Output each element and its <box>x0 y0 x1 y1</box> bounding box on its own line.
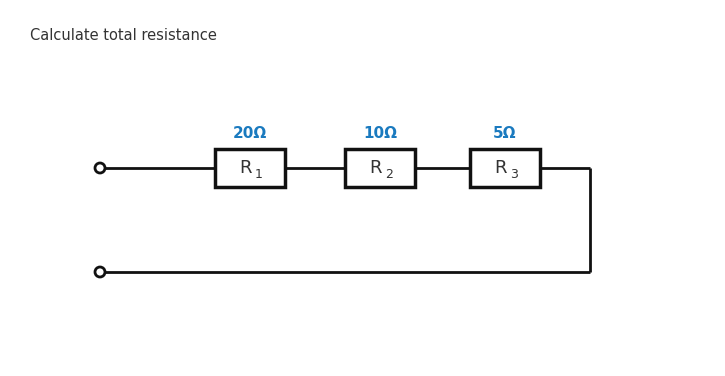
Text: 10Ω: 10Ω <box>363 126 397 141</box>
Text: 20Ω: 20Ω <box>233 126 267 141</box>
Text: R: R <box>240 159 252 177</box>
FancyBboxPatch shape <box>470 149 540 187</box>
Text: 1: 1 <box>255 167 263 180</box>
Text: R: R <box>494 159 508 177</box>
FancyBboxPatch shape <box>217 151 287 189</box>
Text: Calculate total resistance: Calculate total resistance <box>30 28 217 43</box>
Text: 5Ω: 5Ω <box>493 126 517 141</box>
FancyBboxPatch shape <box>215 149 285 187</box>
FancyBboxPatch shape <box>347 151 417 189</box>
Text: 2: 2 <box>385 167 393 180</box>
FancyBboxPatch shape <box>345 149 415 187</box>
FancyBboxPatch shape <box>472 151 542 189</box>
Text: R: R <box>370 159 382 177</box>
Text: 3: 3 <box>510 167 518 180</box>
